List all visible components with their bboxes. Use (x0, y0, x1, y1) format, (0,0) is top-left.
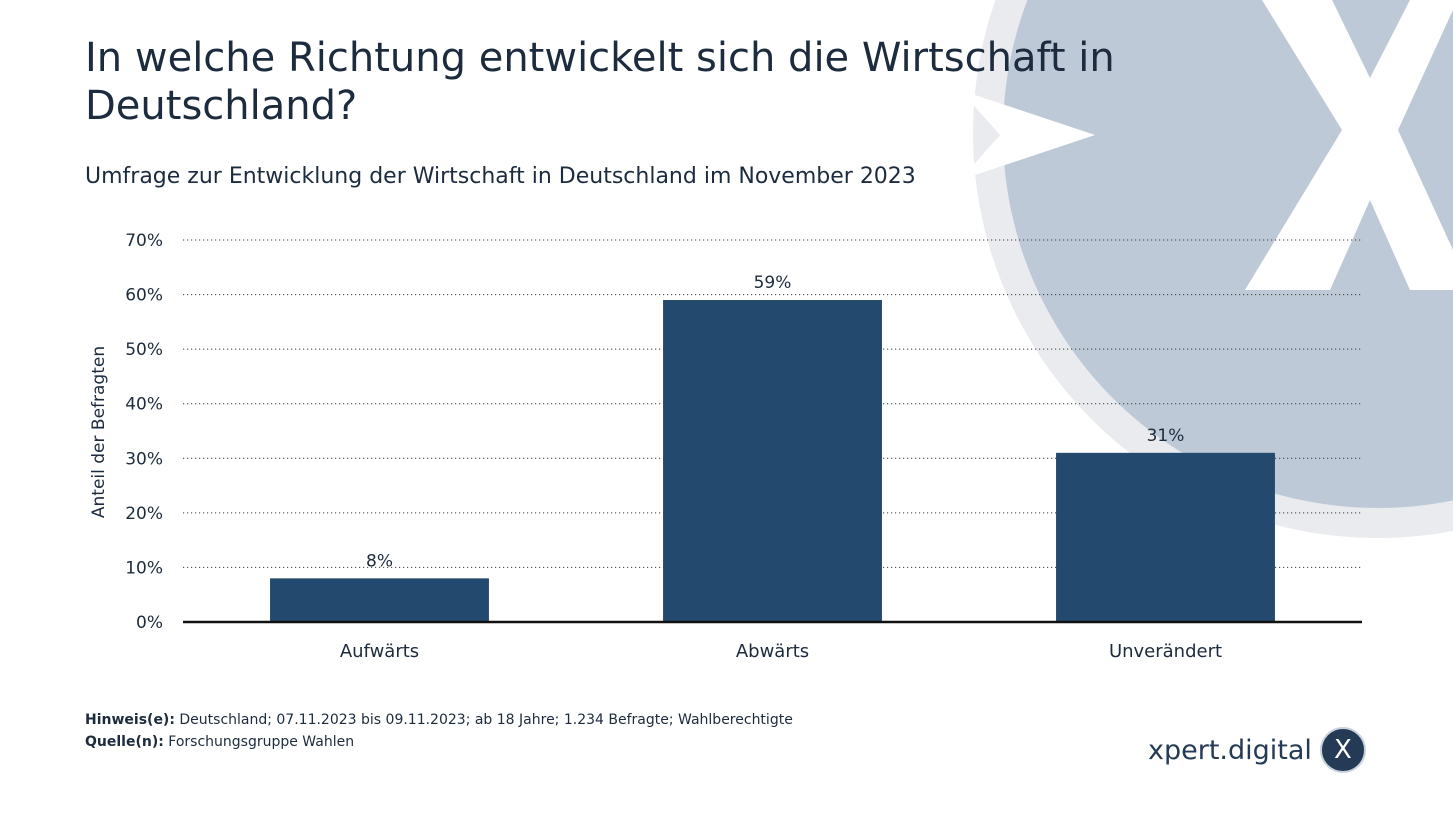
note-line: Hinweis(e): Deutschland; 07.11.2023 bis … (85, 709, 793, 731)
x-logo-icon: X (1319, 727, 1366, 773)
page-subtitle: Umfrage zur Entwicklung der Wirtschaft i… (85, 164, 916, 189)
bar-1 (270, 578, 489, 622)
y-tick-label: 70% (125, 231, 163, 251)
value-label: 59% (754, 273, 792, 293)
y-tick-label: 0% (136, 613, 163, 633)
x-category-label: Abwärts (736, 641, 809, 662)
value-label: 31% (1147, 426, 1185, 446)
x-category-label: Aufwärts (340, 641, 419, 662)
x-category-label: Unverändert (1109, 641, 1222, 662)
bar-2 (663, 300, 882, 622)
source-line: Quelle(n): Forschungsgruppe Wahlen (85, 731, 793, 753)
y-axis-label: Anteil der Befragten (89, 346, 109, 518)
y-tick-label: 60% (125, 286, 163, 306)
source-label: Quelle(n): (85, 734, 164, 750)
source-text: Forschungsgruppe Wahlen (163, 734, 355, 750)
bar-3 (1056, 452, 1275, 622)
y-tick-label: 50% (125, 340, 163, 360)
note-text: Deutschland; 07.11.2023 bis 09.11.2023; … (174, 712, 793, 728)
chart-notes: Hinweis(e): Deutschland; 07.11.2023 bis … (85, 709, 793, 753)
y-tick-label: 40% (125, 395, 163, 415)
brand-name: xpert.digital (1148, 734, 1312, 766)
y-tick-label: 10% (125, 558, 163, 578)
page-title: In welche Richtung entwickelt sich die W… (85, 35, 1115, 129)
note-label: Hinweis(e): (85, 712, 175, 728)
value-label: 8% (366, 551, 393, 571)
y-tick-label: 20% (125, 504, 163, 524)
y-tick-label: 30% (125, 449, 163, 469)
brand-logo[interactable]: xpert.digital X (1148, 726, 1366, 774)
